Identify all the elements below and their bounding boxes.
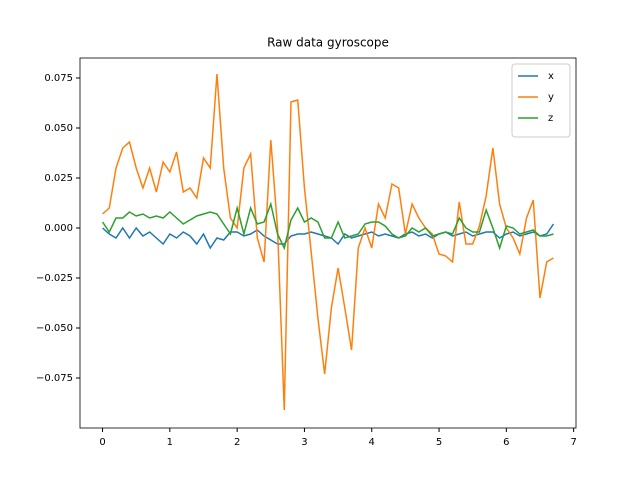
y-tick-label: −0.075 — [36, 373, 73, 384]
x-tick-label: 3 — [301, 437, 307, 448]
x-tick-label: 1 — [167, 437, 173, 448]
y-tick-label: 0.075 — [44, 73, 73, 84]
legend-label: y — [548, 92, 554, 103]
legend-box — [511, 63, 571, 138]
plot-frame — [79, 57, 577, 429]
series-line — [102, 73, 554, 411]
y-tick-label: 0.050 — [44, 123, 73, 134]
x-tick-label: 5 — [436, 437, 442, 448]
series-line — [102, 223, 555, 250]
x-tick-label: 0 — [99, 437, 105, 448]
legend-label: x — [548, 71, 554, 82]
x-tick-label: 4 — [369, 437, 375, 448]
x-tick-label: 2 — [234, 437, 240, 448]
legend-label: z — [548, 113, 553, 124]
legend: xyz — [511, 63, 571, 138]
y-tick-label: 0.025 — [44, 173, 73, 184]
chart-title: Raw data gyroscope — [267, 36, 389, 50]
y-tick-label: −0.025 — [36, 273, 73, 284]
series-line — [101, 201, 554, 251]
y-tick-label: −0.050 — [36, 323, 73, 334]
y-tick-label: 0.000 — [44, 223, 73, 234]
x-tick-label: 6 — [503, 437, 509, 448]
x-tick-label: 7 — [570, 437, 576, 448]
